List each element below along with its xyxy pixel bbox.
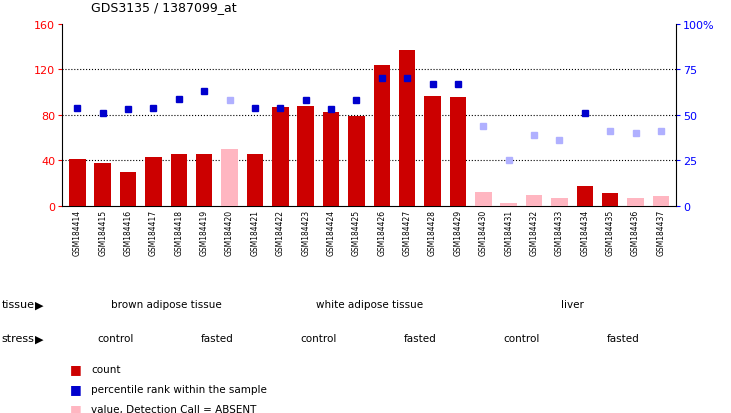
- Text: ■: ■: [69, 362, 81, 375]
- Text: control: control: [97, 333, 134, 344]
- Bar: [221, 150, 238, 206]
- Bar: [170, 154, 187, 206]
- Text: ▶: ▶: [35, 333, 44, 344]
- Bar: [399, 51, 415, 206]
- Text: fasted: fasted: [404, 333, 436, 344]
- Bar: [551, 199, 568, 206]
- Text: ■: ■: [69, 382, 81, 395]
- Text: fasted: fasted: [607, 333, 640, 344]
- Bar: [602, 194, 618, 206]
- Bar: [501, 203, 517, 206]
- Text: ▶: ▶: [35, 299, 44, 310]
- Text: ■: ■: [69, 402, 81, 413]
- Bar: [374, 66, 390, 206]
- Bar: [196, 154, 213, 206]
- Text: GDS3135 / 1387099_at: GDS3135 / 1387099_at: [91, 2, 237, 14]
- Bar: [577, 186, 593, 206]
- Bar: [475, 193, 491, 206]
- Bar: [526, 195, 542, 206]
- Text: tissue: tissue: [1, 299, 34, 310]
- Text: value, Detection Call = ABSENT: value, Detection Call = ABSENT: [91, 404, 257, 413]
- Text: brown adipose tissue: brown adipose tissue: [111, 299, 221, 310]
- Bar: [348, 117, 365, 206]
- Bar: [298, 107, 314, 206]
- Bar: [450, 97, 466, 206]
- Bar: [272, 108, 289, 206]
- Bar: [424, 96, 441, 206]
- Text: fasted: fasted: [200, 333, 233, 344]
- Text: liver: liver: [561, 299, 583, 310]
- Bar: [120, 173, 137, 206]
- Bar: [69, 160, 86, 206]
- Bar: [145, 158, 162, 206]
- Bar: [627, 199, 644, 206]
- Bar: [247, 154, 263, 206]
- Text: percentile rank within the sample: percentile rank within the sample: [91, 384, 268, 394]
- Text: white adipose tissue: white adipose tissue: [316, 299, 423, 310]
- Text: stress: stress: [1, 333, 34, 344]
- Bar: [94, 164, 111, 206]
- Text: control: control: [300, 333, 336, 344]
- Bar: [323, 112, 339, 206]
- Text: control: control: [503, 333, 539, 344]
- Bar: [653, 196, 669, 206]
- Text: count: count: [91, 364, 121, 374]
